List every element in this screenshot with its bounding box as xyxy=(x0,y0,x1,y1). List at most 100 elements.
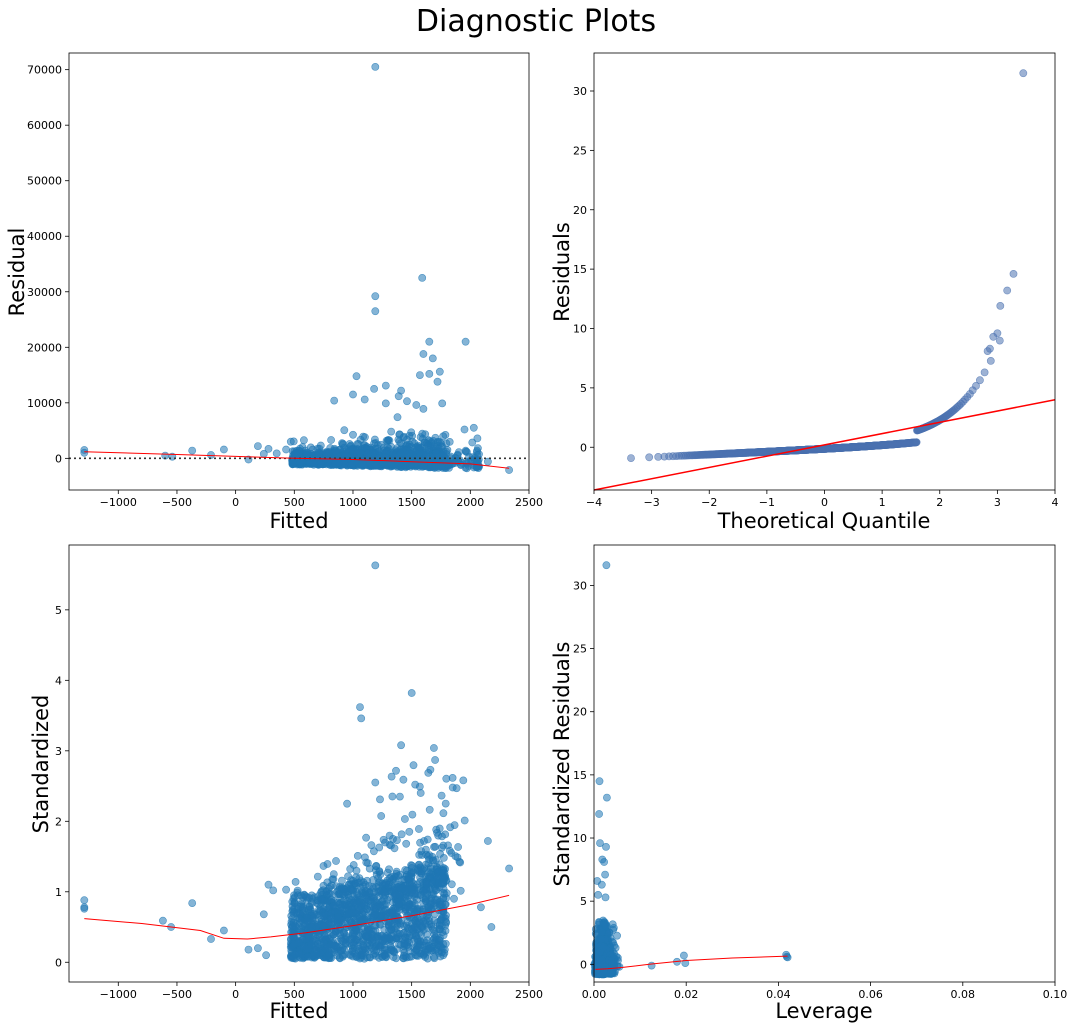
scale-location-point xyxy=(402,839,411,848)
scale-location-point xyxy=(307,940,315,949)
scale-location-point xyxy=(385,865,393,874)
residuals-vs-fitted-points xyxy=(80,63,513,474)
residuals-vs-fitted-point xyxy=(371,63,380,71)
scale-location-point xyxy=(441,917,450,926)
scale-location-xtick-label: 1500 xyxy=(398,988,426,1001)
scale-location-point xyxy=(310,909,319,918)
scale-location-point xyxy=(402,902,411,910)
residuals-vs-fitted-point xyxy=(356,448,365,457)
residuals-vs-fitted-xlabel: Fitted xyxy=(269,509,328,533)
residuals-vs-fitted-point xyxy=(313,444,322,453)
scale-location-point xyxy=(349,898,358,907)
residuals-vs-fitted-point xyxy=(435,438,444,446)
residuals-vs-fitted-point xyxy=(282,445,290,454)
qq-plot-xtick-label: 4 xyxy=(1052,496,1059,509)
qq-plot-xlabel: Theoretical Quantile xyxy=(717,509,931,533)
scale-location-point xyxy=(446,823,455,832)
scale-location-point xyxy=(80,896,89,905)
scale-location-point xyxy=(329,931,338,939)
residuals-vs-fitted-xtick-label: 1500 xyxy=(398,496,426,509)
scale-location-point xyxy=(487,923,496,931)
scale-location-point xyxy=(244,945,253,954)
scale-location-point xyxy=(352,866,361,875)
scale-location-point xyxy=(370,904,378,912)
residuals-vs-fitted-point xyxy=(445,437,454,446)
scale-location-point xyxy=(269,886,278,895)
residuals-vs-fitted-point xyxy=(264,444,273,453)
scale-location-point xyxy=(444,841,452,850)
residuals-vs-fitted-point xyxy=(456,461,465,469)
scale-location-point xyxy=(337,903,345,912)
scale-location-point xyxy=(346,951,355,960)
residuals-vs-fitted-point xyxy=(373,441,382,449)
qq-plot-point xyxy=(989,332,998,341)
scale-location-point xyxy=(391,924,400,933)
scale-location-point xyxy=(414,825,423,833)
scale-location-point xyxy=(435,824,444,833)
qq-plot-point xyxy=(983,347,992,355)
scale-location-point xyxy=(207,935,215,943)
scale-location-point xyxy=(419,950,428,959)
scale-location-point xyxy=(382,910,391,919)
scale-location-point xyxy=(344,909,353,917)
scale-location-point xyxy=(454,843,462,851)
residuals-vs-fitted-point xyxy=(385,436,394,445)
residuals-vs-fitted-frame xyxy=(68,52,530,491)
residuals-vs-fitted-point xyxy=(393,413,402,422)
residuals-vs-fitted-ytick-label: 60000 xyxy=(27,119,62,132)
scale-location-point xyxy=(431,756,439,764)
residuals-vs-fitted-point xyxy=(349,430,357,439)
scale-location-point xyxy=(439,885,448,893)
scale-location-point xyxy=(388,792,397,801)
figure-title: Diagnostic Plots xyxy=(416,4,656,39)
scale-location-point xyxy=(378,879,387,888)
scale-location-point xyxy=(362,895,370,903)
scale-location-point xyxy=(428,946,436,955)
scale-location-point xyxy=(395,891,404,899)
scale-location-point xyxy=(439,854,448,862)
scale-location-point xyxy=(417,847,426,855)
residuals-vs-fitted-point xyxy=(415,371,424,379)
residuals-vs-fitted-ytick-label: 10000 xyxy=(27,397,62,410)
scale-location-point xyxy=(431,856,440,864)
scale-location-point xyxy=(439,809,448,818)
qq-plot-point xyxy=(995,336,1004,345)
scale-location-point xyxy=(368,882,377,891)
scale-location-point xyxy=(371,778,380,787)
residuals-vs-fitted-point xyxy=(387,427,396,436)
scale-location-point xyxy=(392,836,401,845)
scale-location-point xyxy=(367,841,376,850)
scale-location-point xyxy=(338,946,346,955)
scale-location-point xyxy=(323,943,331,952)
scale-location-point xyxy=(420,837,428,845)
qq-plot-ytick-label: 5 xyxy=(580,382,587,395)
scale-location-point xyxy=(432,885,441,894)
scale-location-point xyxy=(294,914,303,922)
scale-location-point xyxy=(327,914,336,923)
scale-location-point xyxy=(330,941,339,950)
scale-location-point xyxy=(351,915,360,923)
residuals-vs-fitted-xtick-label: 0 xyxy=(232,496,239,509)
residuals-vs-fitted-point xyxy=(403,397,411,406)
qq-plot-reference-line xyxy=(593,399,1056,491)
residuals-vs-fitted-point xyxy=(291,450,300,459)
residuals-vs-fitted-point xyxy=(483,457,492,466)
scale-location-point xyxy=(408,810,417,819)
scale-location-ytick-label: 0 xyxy=(55,956,62,969)
qq-plot-xtick-label: 1 xyxy=(879,496,886,509)
residuals-vs-fitted-point xyxy=(462,448,471,456)
scale-location-point xyxy=(421,889,429,897)
scale-location-ylabel: Standardized xyxy=(29,695,53,834)
scale-location-point xyxy=(337,876,346,885)
residuals-vs-fitted-point xyxy=(435,367,444,376)
scale-location-point xyxy=(417,870,426,878)
residuals-vs-fitted-point xyxy=(302,450,311,458)
scale-location-point xyxy=(371,927,380,935)
residuals-vs-fitted-point xyxy=(468,453,477,461)
scale-location-point xyxy=(282,885,290,894)
scale-location-point xyxy=(432,873,441,881)
scale-location-point xyxy=(448,783,457,792)
qq-plot-point xyxy=(1003,286,1012,295)
scale-location-point xyxy=(319,862,328,870)
qq-plot-ytick-label: 30 xyxy=(573,85,587,98)
